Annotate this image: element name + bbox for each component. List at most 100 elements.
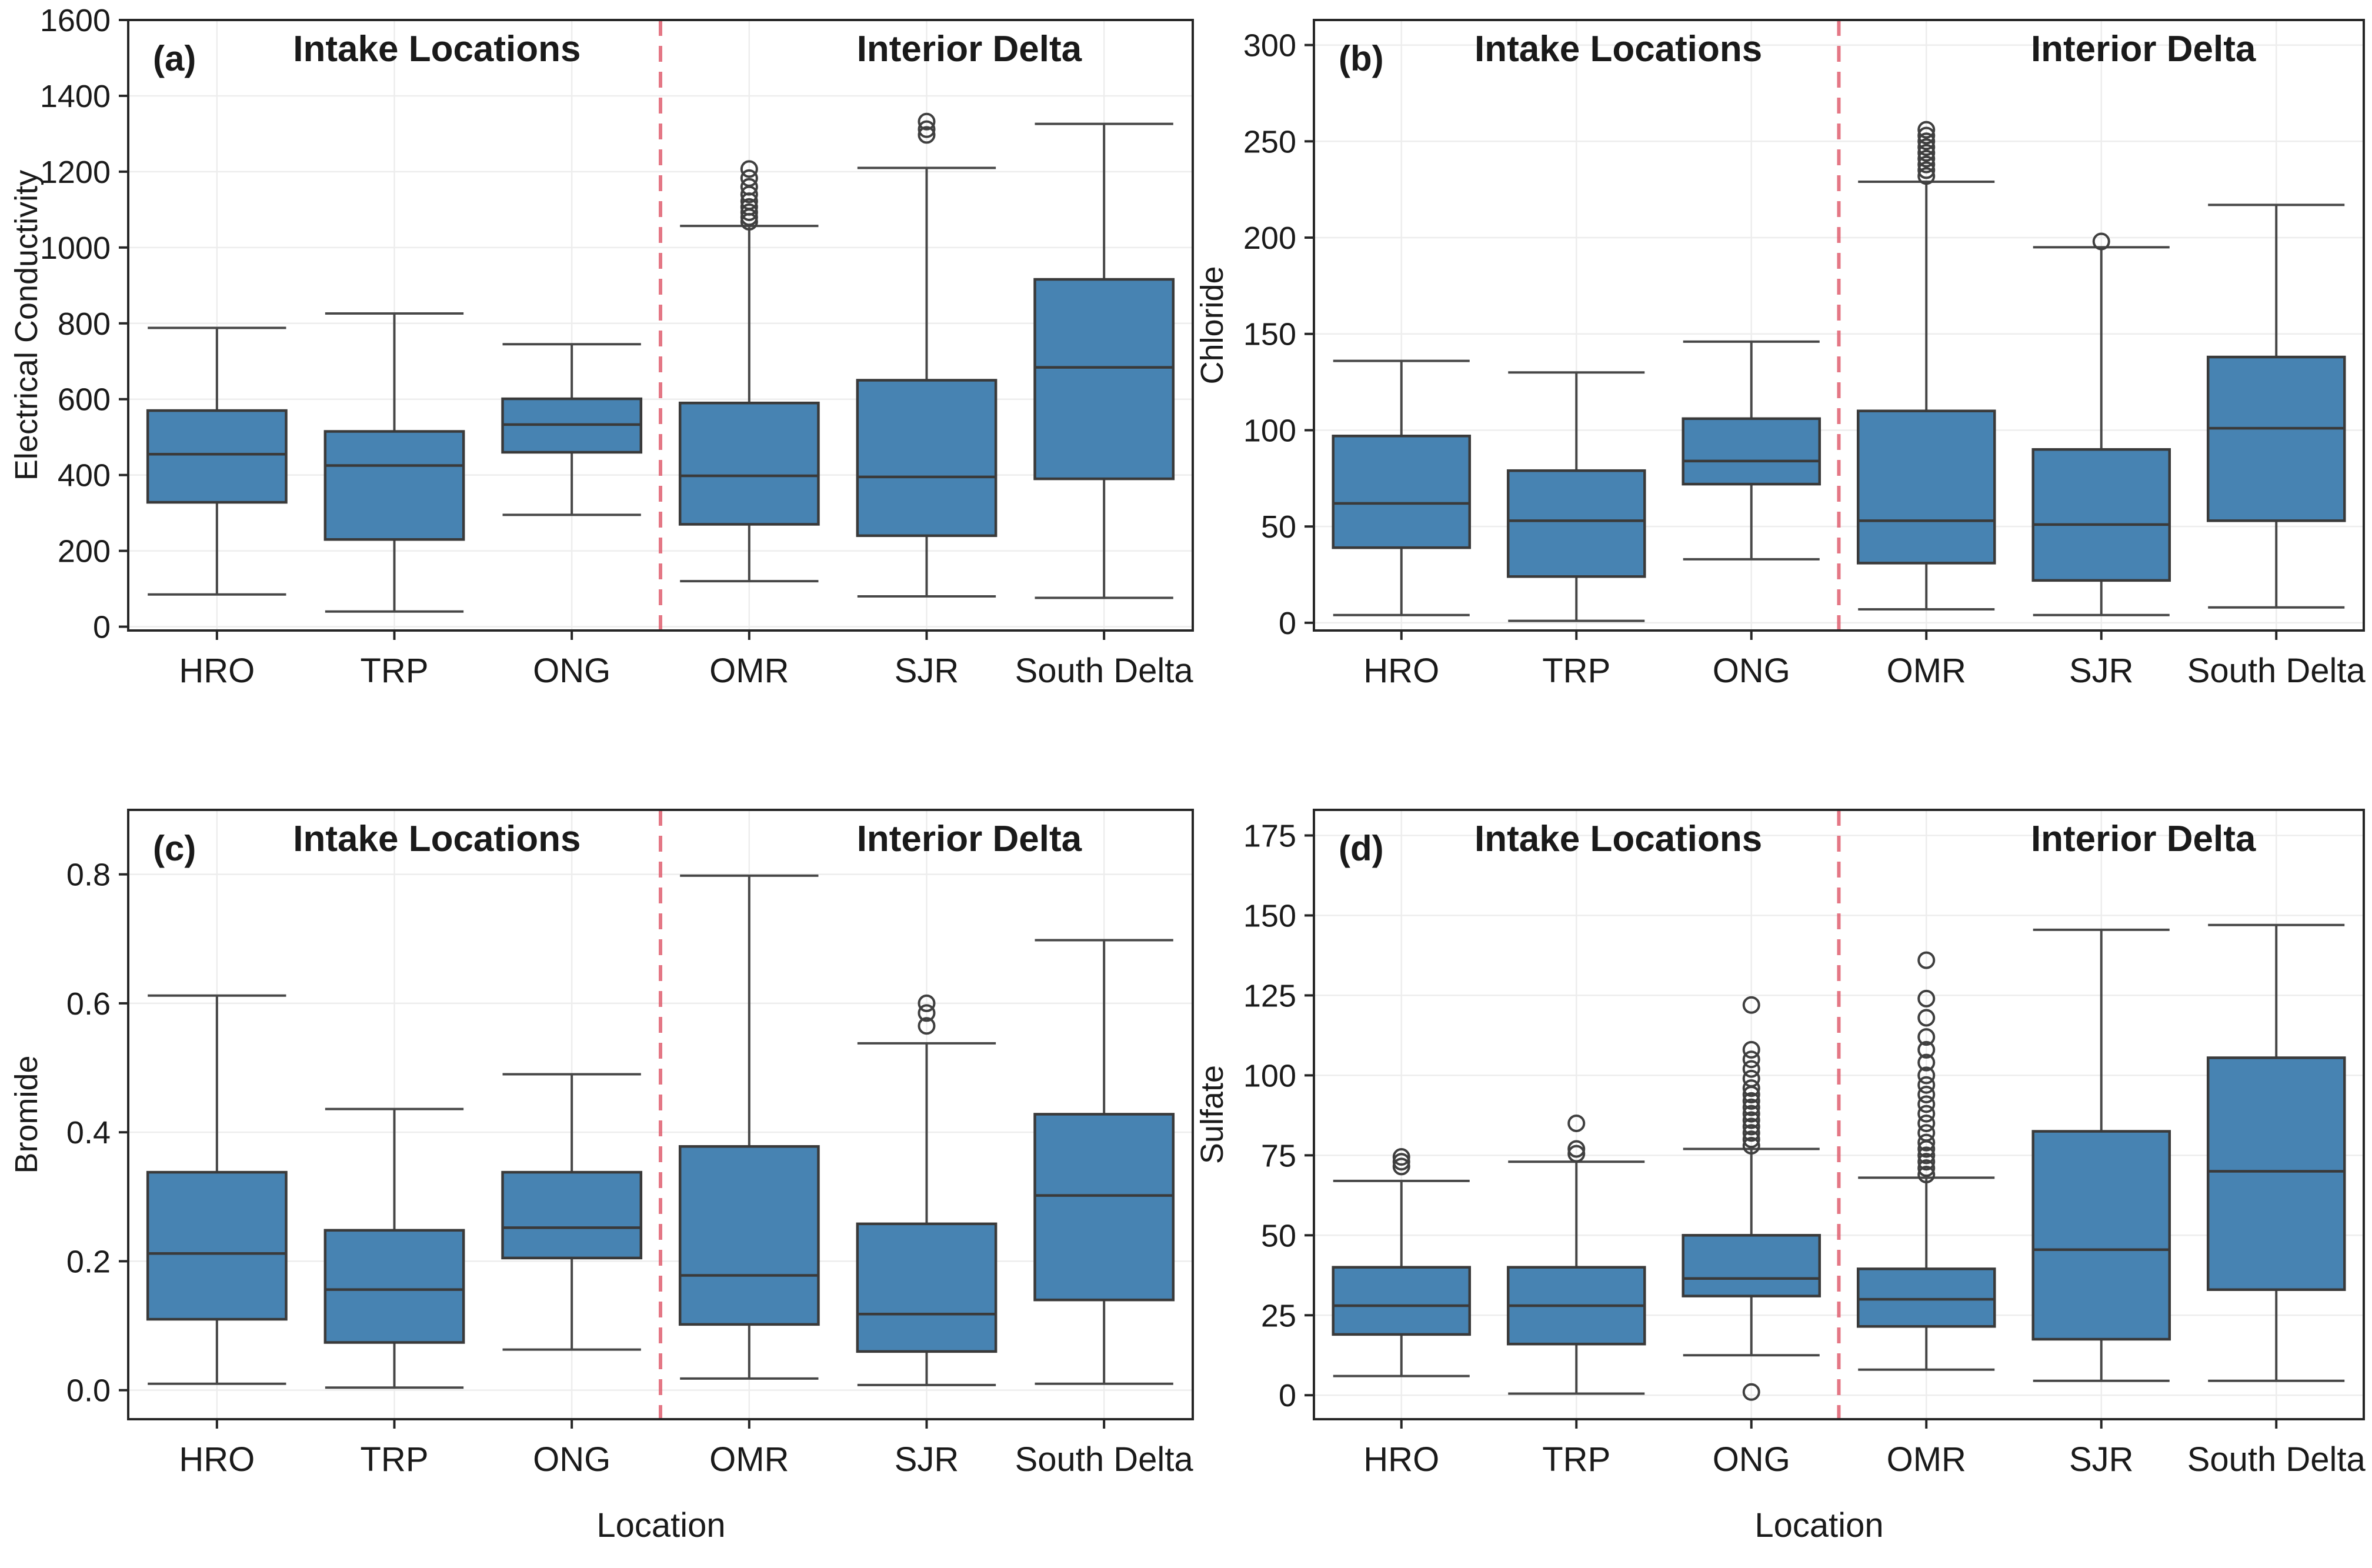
boxplot-sjr [856,994,997,1386]
outlier-point [1917,1153,1936,1171]
y-tick-label: 175 [1243,819,1296,854]
y-axis-label: Sulfate [1196,1065,1230,1164]
x-tick-label-hro: HRO [179,652,255,690]
boxplot-ong [501,343,643,516]
y-tick-label: 1400 [40,79,111,114]
boxplot-ong [501,1073,643,1351]
y-axis-label: Electrical Conductivity [9,170,44,481]
x-tick-label-south-delta: South Delta [1015,652,1194,690]
iqr-box [1856,409,1996,565]
boxplot-trp [323,1107,465,1389]
y-tick-label: 1000 [40,231,111,266]
x-axis-label-left: Location [596,1506,726,1544]
x-tick-label-trp: TRP [1542,1440,1610,1479]
panel-letter: (c) [153,829,196,868]
iqr-box [1682,1234,1821,1297]
panel-d: 0 25 50 75 100 125 150 175 HRO TRP ONG OMR SJR South … [1196,784,2372,1568]
iqr-box [678,401,820,526]
outlier-point [1917,132,1936,151]
y-tick-label: 800 [58,306,111,342]
x-axis-label-right: Location [1754,1506,1884,1544]
plot-background [128,810,1193,1419]
outlier-point [1392,1148,1410,1166]
x-tick-label-sjr: SJR [2069,1440,2134,1479]
y-tick-label: 400 [58,458,111,493]
iqr-box [678,1145,820,1326]
x-tick-label-hro: HRO [1363,652,1439,690]
section-title-intake: Intake Locations [1474,29,1762,69]
section-title-interior: Interior Delta [2031,29,2256,69]
outlier-point [1742,996,1760,1014]
x-tick-label-ong: ONG [1713,1440,1790,1479]
iqr-box [1682,417,1821,486]
iqr-box [2206,1056,2346,1291]
iqr-box [323,430,465,541]
boxplot-ong [1682,340,1821,561]
outlier-point [918,994,936,1012]
outlier-point [740,198,758,216]
y-tick-label: 50 [1261,1218,1296,1253]
y-tick-label: 250 [1243,124,1296,159]
y-tick-label: 0 [1279,606,1296,641]
outlier-point [1917,121,1936,139]
x-tick-label-ong: ONG [533,652,610,690]
y-tick-label: 1200 [40,155,111,190]
outlier-point [1917,1009,1936,1027]
boxplot-sjr [856,112,997,598]
x-tick-label-ong: ONG [1713,652,1790,690]
outlier-point [918,1004,936,1022]
outlier-point [1742,1130,1760,1149]
x-tick-label-hro: HRO [1363,1440,1439,1479]
outlier-point [1917,1086,1936,1104]
iqr-box [501,1170,643,1260]
x-tick-label-ong: ONG [533,1440,610,1479]
iqr-box [323,1229,465,1344]
boxplot-south-delta [1033,939,1175,1385]
outlier-point [1742,1111,1760,1129]
y-tick-label: 100 [1243,1058,1296,1093]
y-tick-label: 0.0 [66,1373,111,1409]
outlier-point [740,160,758,178]
section-title-interior: Interior Delta [857,29,1082,69]
section-title-interior: Interior Delta [857,819,1082,859]
outlier-point [1917,126,1936,145]
boxplot-south-delta [2206,203,2346,609]
boxplot-hro [1332,359,1472,616]
iqr-box [1332,435,1472,549]
outlier-point [740,178,758,196]
boxplot-omr [678,160,820,583]
y-tick-label: 0 [93,610,111,645]
outlier-point [1392,1153,1410,1171]
x-tick-label-south-delta: South Delta [1015,1440,1194,1479]
section-title-intake: Intake Locations [1474,819,1762,859]
panel-svg-c: 0.0 0.2 0.4 0.6 0.8 HRO TRP ONG OMR SJR South Delt… [9,809,1194,1479]
y-tick-label: 200 [58,534,111,569]
iqr-box [1033,278,1175,481]
x-tick-label-hro: HRO [179,1440,255,1479]
axes-spines [1313,809,2365,1420]
y-tick-label: 0.8 [66,858,111,893]
panel-svg-b: 0 50 100 150 200 250 300 HRO TRP ONG OMR SJR South D… [1196,19,2366,690]
panel-c: 0.0 0.2 0.4 0.6 0.8 HRO TRP ONG OMR SJR South Delt… [0,784,1196,1568]
y-tick-label: 100 [1243,413,1296,448]
outlier-point [1742,1069,1760,1087]
outlier-point [918,126,936,144]
outlier-point [918,1017,936,1035]
outlier-point [740,203,758,221]
outlier-point [1917,144,1936,162]
axes-spines [127,19,1194,632]
boxplot-trp [1506,1114,1646,1395]
plot-background [128,20,1193,630]
outlier-point [1917,1124,1936,1142]
outlier-point [1917,1053,1936,1072]
outlier-point [1917,951,1936,969]
panel-svg-a: 0 200 400 600 800 1000 1200 1400 1600 HRO TRP ONG OM… [9,3,1194,690]
outlier-point [1917,1114,1936,1132]
x-tick-label-sjr: SJR [895,652,959,690]
iqr-box [856,379,997,538]
outlier-point [1567,1145,1586,1163]
boxplot-trp [323,312,465,613]
boxplot-south-delta [1033,122,1175,599]
outlier-point [740,169,758,187]
outlier-point [1917,1159,1936,1177]
